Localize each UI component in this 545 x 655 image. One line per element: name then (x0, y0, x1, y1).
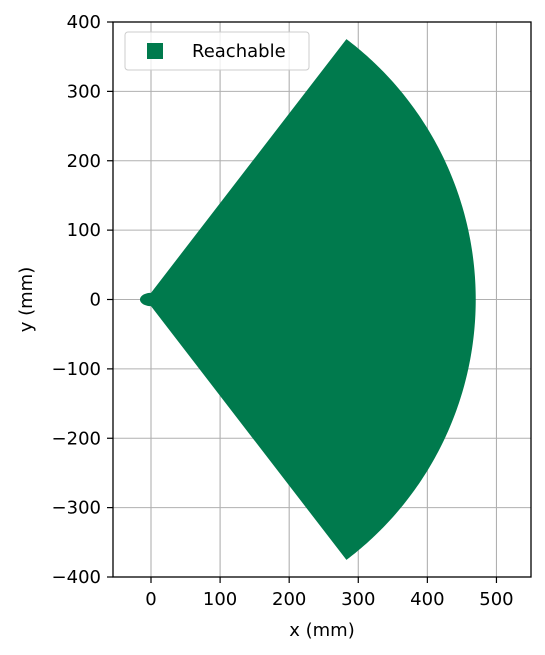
legend: Reachable (124, 31, 310, 71)
x-tick-label: 0 (145, 589, 156, 610)
reachable-region (139, 39, 476, 560)
x-tick-label: 200 (272, 589, 306, 610)
y-tick-label: 0 (90, 290, 101, 311)
x-axis-label: x (mm) (289, 620, 355, 641)
legend-label-reachable: Reachable (192, 41, 286, 62)
y-tick-label: −300 (52, 498, 101, 519)
axis-ticks: 0 100 200 300 400 500 −400 −300 −200 −100 0 100 200 3… (52, 12, 514, 610)
y-tick-label: 100 (67, 220, 101, 241)
x-tick-label: 400 (410, 589, 444, 610)
plot-data (139, 39, 476, 560)
x-tick-label: 500 (479, 589, 513, 610)
legend-box (124, 31, 310, 71)
y-tick-label: 400 (67, 12, 101, 33)
x-tick-label: 300 (341, 589, 375, 610)
y-tick-label: −400 (52, 567, 101, 588)
legend-swatch-reachable (147, 43, 163, 59)
y-tick-label: 200 (67, 151, 101, 172)
y-tick-label: −200 (52, 428, 101, 449)
y-tick-label: 300 (67, 81, 101, 102)
y-tick-label: −100 (52, 359, 101, 380)
x-tick-label: 100 (203, 589, 237, 610)
y-axis-label: y (mm) (16, 267, 37, 333)
